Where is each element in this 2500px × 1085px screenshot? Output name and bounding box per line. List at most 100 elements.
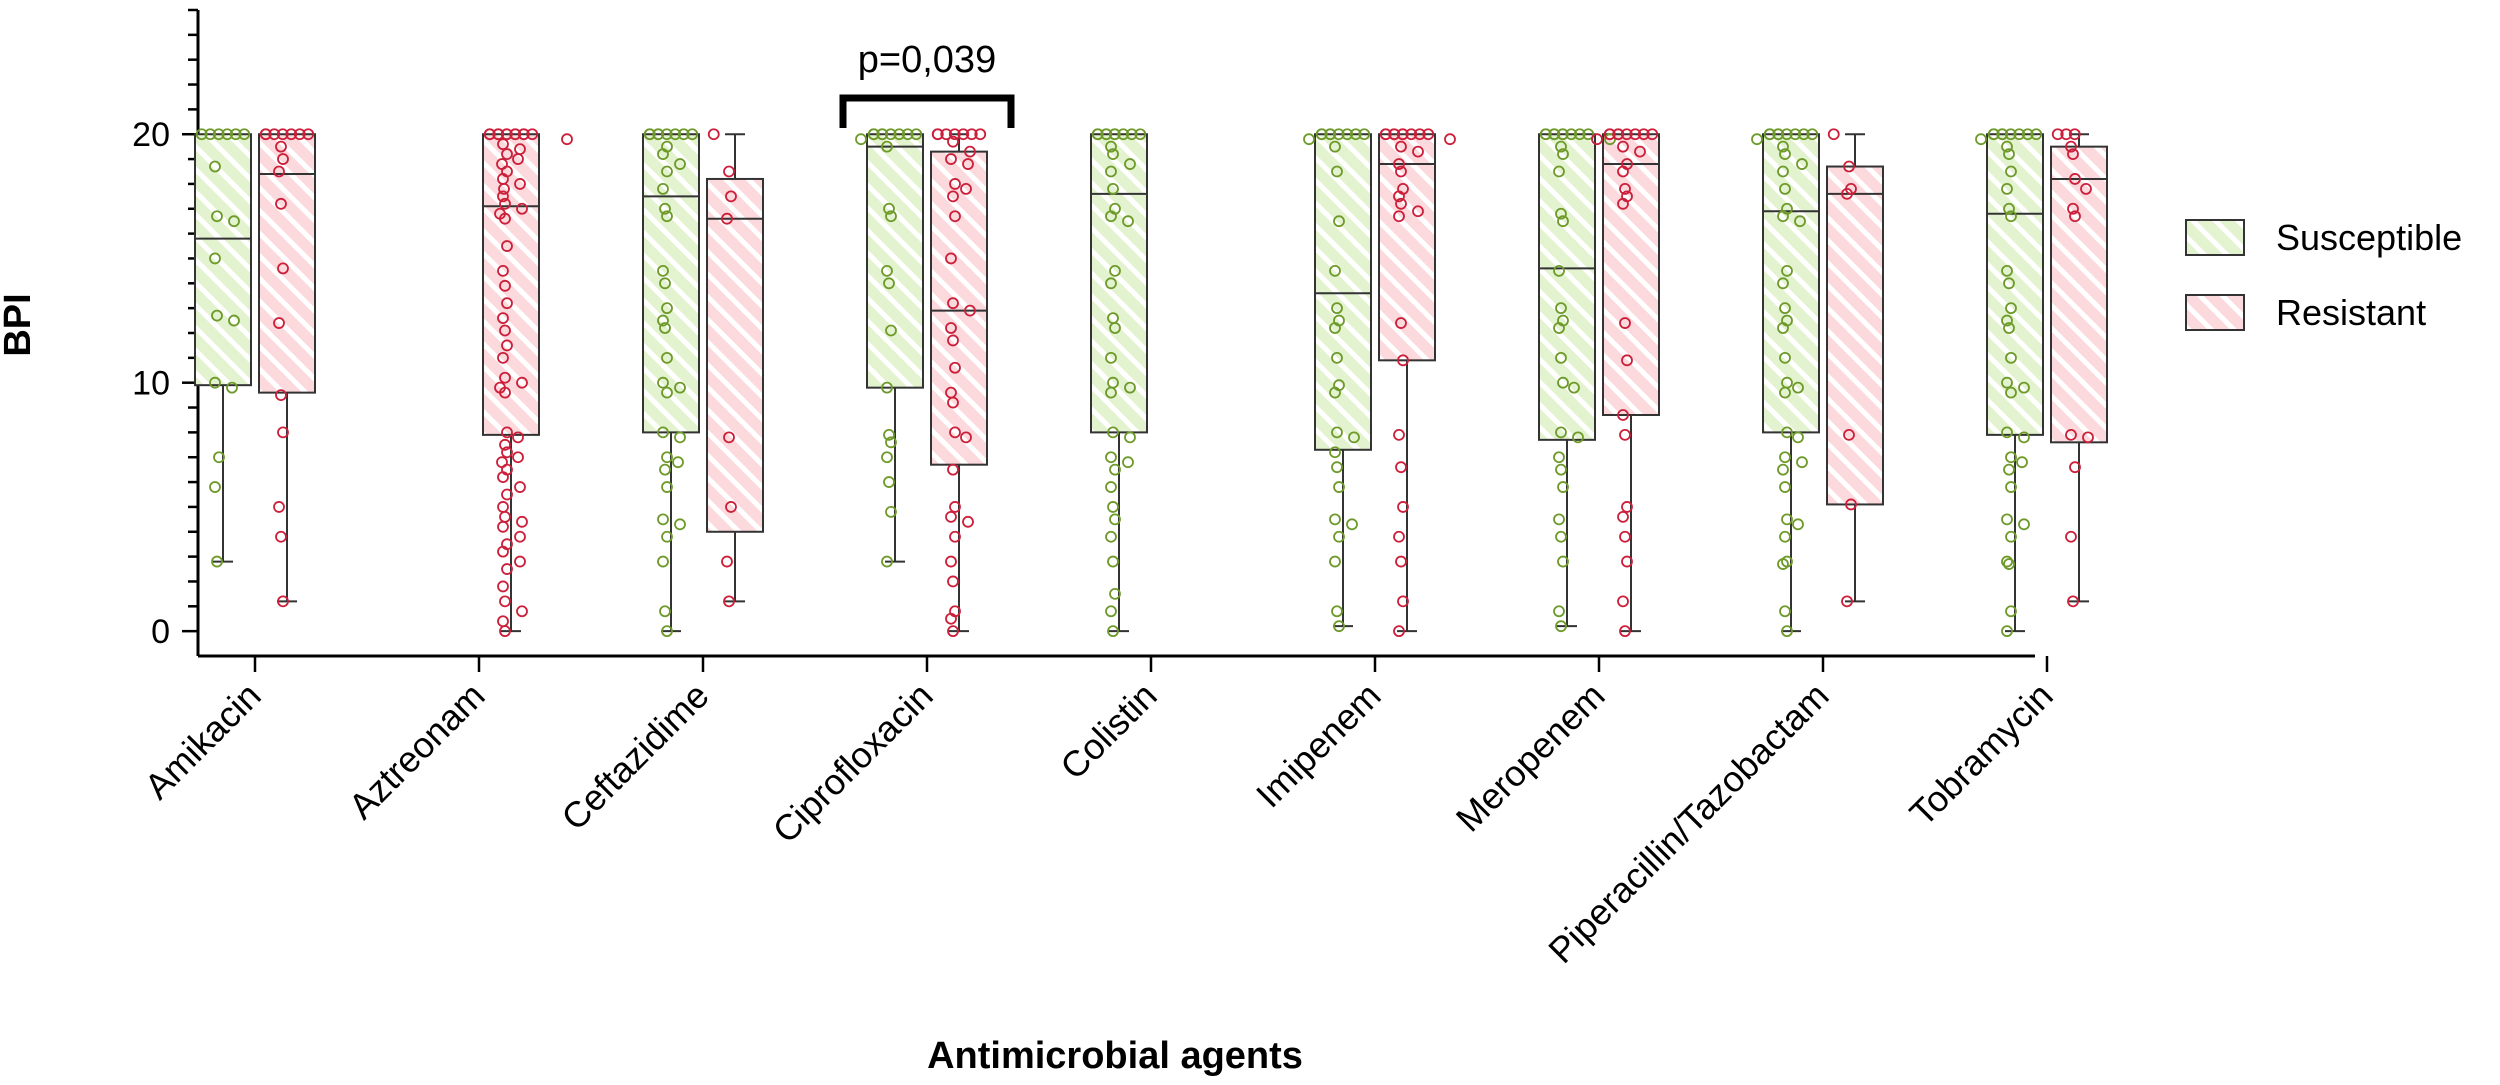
data-point <box>1612 128 1625 141</box>
data-point <box>1413 128 1426 141</box>
data-point <box>2001 376 2013 389</box>
data-point <box>1777 277 1789 290</box>
data-point <box>661 302 673 315</box>
data-point <box>901 128 914 141</box>
box-resistant-6 <box>1602 133 1660 633</box>
data-point <box>1779 386 1791 399</box>
data-point <box>947 463 959 476</box>
data-point <box>2069 173 2081 185</box>
data-point <box>1617 140 1629 153</box>
data-point <box>204 128 217 141</box>
data-point <box>226 381 238 394</box>
data-point <box>497 545 509 558</box>
data-point <box>947 297 959 310</box>
data-point <box>893 128 906 141</box>
data-point <box>209 376 221 389</box>
data-point <box>1107 501 1119 513</box>
data-point <box>1557 376 1569 389</box>
category-label: Tobramycin <box>1902 675 2061 834</box>
data-point <box>657 182 669 195</box>
box-susceptible-3 <box>866 133 924 563</box>
data-point <box>1777 210 1789 223</box>
data-point <box>949 178 961 190</box>
data-point <box>1444 133 1456 146</box>
data-point <box>275 197 287 210</box>
data-point <box>501 488 513 501</box>
data-point <box>1329 140 1341 153</box>
data-point <box>276 128 289 141</box>
category-label: Imipenem <box>1248 675 1389 816</box>
data-point <box>1105 351 1117 364</box>
data-point <box>1845 498 1857 511</box>
data-point <box>514 481 526 493</box>
data-point <box>1348 431 1360 444</box>
data-point <box>1315 128 1328 141</box>
data-point <box>2030 128 2043 141</box>
box-iqr <box>258 133 316 394</box>
data-point <box>1395 165 1407 178</box>
data-point <box>1105 210 1117 223</box>
data-point <box>1346 518 1358 531</box>
data-point <box>501 446 513 459</box>
data-point <box>1332 128 1345 141</box>
data-point <box>499 212 511 225</box>
data-point <box>1107 426 1119 439</box>
data-point <box>1397 501 1409 513</box>
data-point <box>1329 513 1341 526</box>
data-point <box>1539 128 1552 141</box>
data-point <box>1331 426 1343 439</box>
data-point <box>277 262 289 275</box>
data-point <box>2005 351 2017 364</box>
data-point <box>2001 182 2013 195</box>
box-resistant-2 <box>706 133 764 603</box>
data-point <box>657 264 669 277</box>
data-point <box>1122 215 1134 228</box>
data-point <box>1548 128 1561 141</box>
data-point <box>1553 513 1565 526</box>
box-iqr <box>1538 133 1596 441</box>
data-point <box>657 426 669 439</box>
data-point <box>2018 518 2030 531</box>
data-point <box>1796 456 1808 469</box>
y-tick-label: 0 <box>151 613 170 651</box>
data-point <box>1556 128 1569 141</box>
category-label: Colistin <box>1052 675 1164 787</box>
y-tick-label: 20 <box>132 116 170 154</box>
data-point <box>661 210 673 223</box>
legend-label-susceptible: Susceptible <box>2276 217 2462 258</box>
data-point <box>2060 128 2073 141</box>
data-point <box>1105 386 1117 399</box>
data-point <box>661 625 673 638</box>
data-point <box>1604 133 1616 146</box>
data-point <box>1329 386 1341 399</box>
data-point <box>1349 128 1362 141</box>
x-axis-title: Antimicrobial agents <box>927 1035 1303 1077</box>
y-tick-label: 10 <box>132 365 170 403</box>
data-point <box>1331 351 1343 364</box>
data-point <box>517 128 530 141</box>
data-point <box>561 133 573 146</box>
data-point <box>2005 530 2017 543</box>
data-point <box>1557 555 1569 568</box>
data-point <box>1553 322 1565 334</box>
data-point <box>885 505 897 518</box>
data-point <box>275 140 287 153</box>
data-point <box>1792 431 1804 444</box>
data-point <box>1105 605 1117 618</box>
data-point <box>1621 501 1633 513</box>
data-point <box>1806 128 1819 141</box>
data-point <box>1619 182 1631 195</box>
data-point <box>285 128 298 141</box>
data-point <box>1779 481 1791 493</box>
data-point <box>1777 322 1789 334</box>
data-point <box>512 153 524 165</box>
data-point <box>497 138 509 151</box>
data-point <box>1827 128 1840 141</box>
data-point <box>721 555 733 568</box>
data-point <box>501 426 513 439</box>
data-point <box>661 351 673 364</box>
data-point <box>212 128 225 141</box>
y-axis-title: BPI <box>0 293 39 356</box>
data-point <box>2003 463 2015 476</box>
data-point <box>1105 451 1117 464</box>
